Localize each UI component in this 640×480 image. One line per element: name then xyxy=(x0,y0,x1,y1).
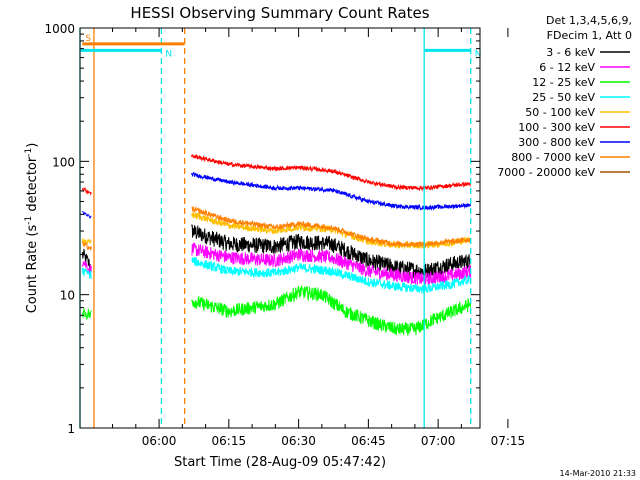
y-axis-label: Count Rate (s-1 detector-1) xyxy=(24,143,40,314)
x-tick-label: 06:45 xyxy=(351,434,386,448)
series-3-early-line xyxy=(81,267,92,279)
axis-layer: 1 10 100 1000 06:00 06:15 06:30 06:45 07:00 07:15 xyxy=(44,22,525,448)
y-tick-label: 1000 xyxy=(44,22,75,36)
flag-layer: S N N xyxy=(80,34,481,59)
y-tick-label: 100 xyxy=(52,155,75,169)
footer-date: 14-Mar-2010 21:33 xyxy=(560,469,637,478)
legend-label-6: 300 - 800 keV xyxy=(518,136,595,149)
legend-label-3: 25 - 50 keV xyxy=(532,91,595,104)
series-2-early-line xyxy=(81,307,92,321)
y-tick-label: 10 xyxy=(60,289,75,303)
series-1-early-line xyxy=(81,260,92,275)
x-tick-label: 06:00 xyxy=(142,434,177,448)
chart-title: HESSI Observing Summary Count Rates xyxy=(130,4,429,22)
x-axis-label: Start Time (28-Aug-09 05:47:42) xyxy=(174,455,386,470)
legend-label-7: 800 - 7000 keV xyxy=(511,151,595,164)
legend: 3 - 6 keV 6 - 12 keV 12 - 25 keV 25 - 50 ke… xyxy=(497,46,630,179)
legend-label-8: 7000 - 20000 keV xyxy=(497,166,595,179)
x-tick-label: 06:15 xyxy=(212,434,247,448)
flag-label-0: S xyxy=(85,34,91,44)
x-tick-label: 07:00 xyxy=(421,434,456,448)
marker-layer xyxy=(79,28,472,428)
flag-label-1: N xyxy=(165,49,172,59)
legend-label-2: 12 - 25 keV xyxy=(532,76,595,89)
legend-header-line-2: FDecim 1, Att 0 xyxy=(547,29,632,42)
series-5-early-line xyxy=(81,186,92,196)
legend-label-4: 50 - 100 keV xyxy=(525,106,595,119)
legend-label-1: 6 - 12 keV xyxy=(539,61,595,74)
x-tick-label: 07:15 xyxy=(491,434,526,448)
legend-header-line-1: Det 1,3,4,5,6,9, xyxy=(546,14,632,27)
y-tick-label: 1 xyxy=(67,422,75,436)
x-tick-label: 06:30 xyxy=(281,434,316,448)
plot-frame xyxy=(79,27,481,429)
legend-label-5: 100 - 300 keV xyxy=(518,121,595,134)
flag-label-2: N xyxy=(475,49,482,59)
legend-label-0: 3 - 6 keV xyxy=(546,46,595,59)
series-7-early-line xyxy=(81,241,92,251)
